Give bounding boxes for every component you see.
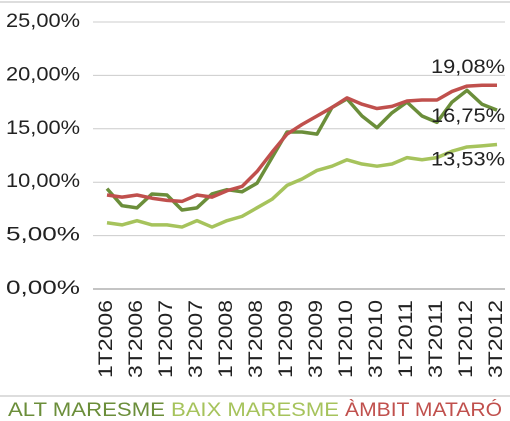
legend-entry: ALT MARESME	[8, 400, 165, 421]
legend-entry: ÀMBIT MATARÓ	[345, 399, 502, 421]
y-tick-label: 0,00%	[6, 278, 80, 299]
series-line	[106, 142, 498, 229]
x-tick-label: 3T2006	[126, 300, 147, 378]
value-label: 16,75%	[431, 106, 505, 127]
x-tick-label: 3T2011	[426, 300, 447, 378]
x-tick-label: 3T2007	[186, 300, 207, 378]
x-tick-label: 1T2011	[396, 300, 417, 378]
x-tick-label: 1T2007	[156, 300, 177, 378]
legend-entry: BAIX MARESME	[171, 400, 339, 421]
x-tick-label: 1T2012	[456, 300, 477, 378]
x-tick-label: 1T2008	[216, 300, 237, 378]
y-tick-label: 20,00%	[6, 64, 80, 85]
value-label: 19,08%	[431, 57, 505, 78]
x-tick-label: 3T2008	[246, 300, 267, 378]
y-tick-label: 10,00%	[6, 171, 80, 192]
series-line	[106, 83, 497, 204]
y-tick-label: 15,00%	[6, 118, 80, 139]
x-tick-label: 1T2010	[336, 300, 357, 378]
x-tick-label: 1T2006	[96, 300, 117, 378]
x-tick-label: 1T2009	[276, 300, 297, 378]
y-tick-label: 5,00%	[6, 225, 80, 246]
x-tick-label: 3T2010	[366, 300, 387, 378]
value-label: 13,53%	[431, 150, 505, 171]
y-tick-label: 25,00%	[6, 11, 80, 32]
x-tick-label: 3T2009	[306, 300, 327, 378]
x-tick-label: 3T2012	[486, 300, 507, 378]
